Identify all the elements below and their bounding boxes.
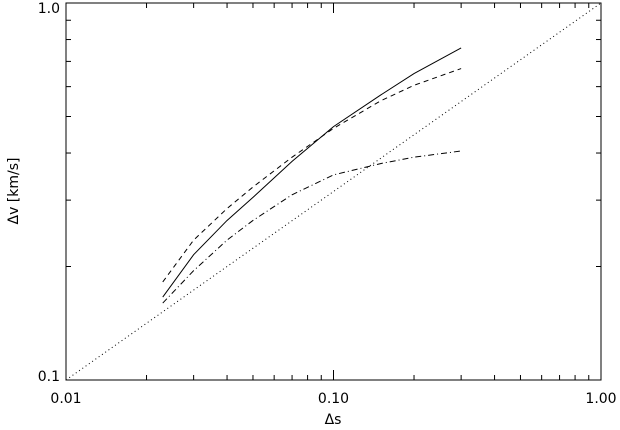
- x-tick-label: 0.01: [50, 391, 81, 407]
- x-tick-label: 1.00: [585, 391, 616, 407]
- data-line: [65, 2, 602, 381]
- data-line: [162, 68, 462, 283]
- data-line: [162, 150, 462, 304]
- data-line: [162, 47, 462, 298]
- x-tick-label: 0.10: [318, 391, 349, 407]
- y-axis-label: Δv [km/s]: [6, 158, 22, 225]
- x-axis-label: Δs: [325, 412, 342, 428]
- y-tick-label: 1.0: [38, 1, 60, 17]
- y-tick-label: 0.1: [38, 369, 60, 385]
